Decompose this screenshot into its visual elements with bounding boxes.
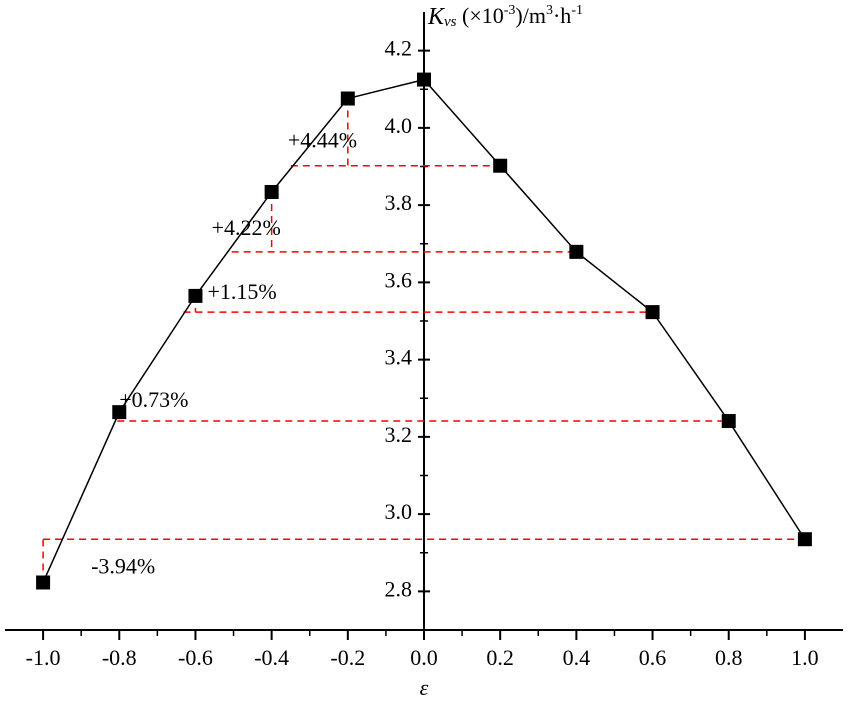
y-label-part: 3 <box>546 3 553 18</box>
point <box>112 405 127 420</box>
x-tick-label: 0.6 <box>639 645 667 670</box>
annotation: +1.15% <box>207 279 276 304</box>
x-tick-label: 0.8 <box>715 645 743 670</box>
y-label-part: vs <box>444 14 457 30</box>
y-tick-label: 4.0 <box>385 113 413 138</box>
annotation: -3.94% <box>91 554 155 579</box>
point <box>645 305 660 320</box>
x-tick-label: -1.0 <box>26 645 61 670</box>
y-label-part: ·h <box>553 3 571 28</box>
y-tick-label: 3.2 <box>385 422 413 447</box>
point <box>569 244 584 259</box>
point <box>417 72 431 87</box>
y-tick-label: 3.8 <box>385 190 413 215</box>
x-tick-label: -0.4 <box>254 645 289 670</box>
point <box>36 575 51 590</box>
point <box>188 288 203 303</box>
point <box>721 414 736 429</box>
x-axis-label: ε <box>420 675 429 700</box>
y-label-part: -3 <box>504 3 516 18</box>
y-label-part: )/m <box>515 3 546 28</box>
x-tick-label: -0.6 <box>178 645 213 670</box>
y-tick-label: 4.2 <box>385 36 413 61</box>
point <box>340 91 355 106</box>
y-tick-label: 2.8 <box>385 576 413 601</box>
y-label-part: K <box>427 4 446 30</box>
x-tick-label: 1.0 <box>791 645 819 670</box>
y-label-part: -1 <box>571 3 583 18</box>
annotation: +4.44% <box>288 128 357 153</box>
y-tick-label: 3.4 <box>385 345 413 370</box>
x-tick-label: 0.2 <box>486 645 514 670</box>
x-tick-label: 0.4 <box>563 645 591 670</box>
annotation: +4.22% <box>212 215 281 240</box>
point <box>797 532 812 547</box>
y-axis-label: Kvs (×10-3)/m3·h-1 <box>427 3 583 30</box>
y-label-part: (×10 <box>457 3 504 28</box>
point <box>264 184 279 199</box>
x-tick-label: -0.2 <box>330 645 365 670</box>
y-tick-label: 3.6 <box>385 267 413 292</box>
y-tick-label: 3.0 <box>385 499 413 524</box>
x-tick-label: 0.0 <box>410 645 438 670</box>
point <box>493 158 508 173</box>
annotation: +0.73% <box>119 387 188 412</box>
x-tick-label: -0.8 <box>102 645 137 670</box>
